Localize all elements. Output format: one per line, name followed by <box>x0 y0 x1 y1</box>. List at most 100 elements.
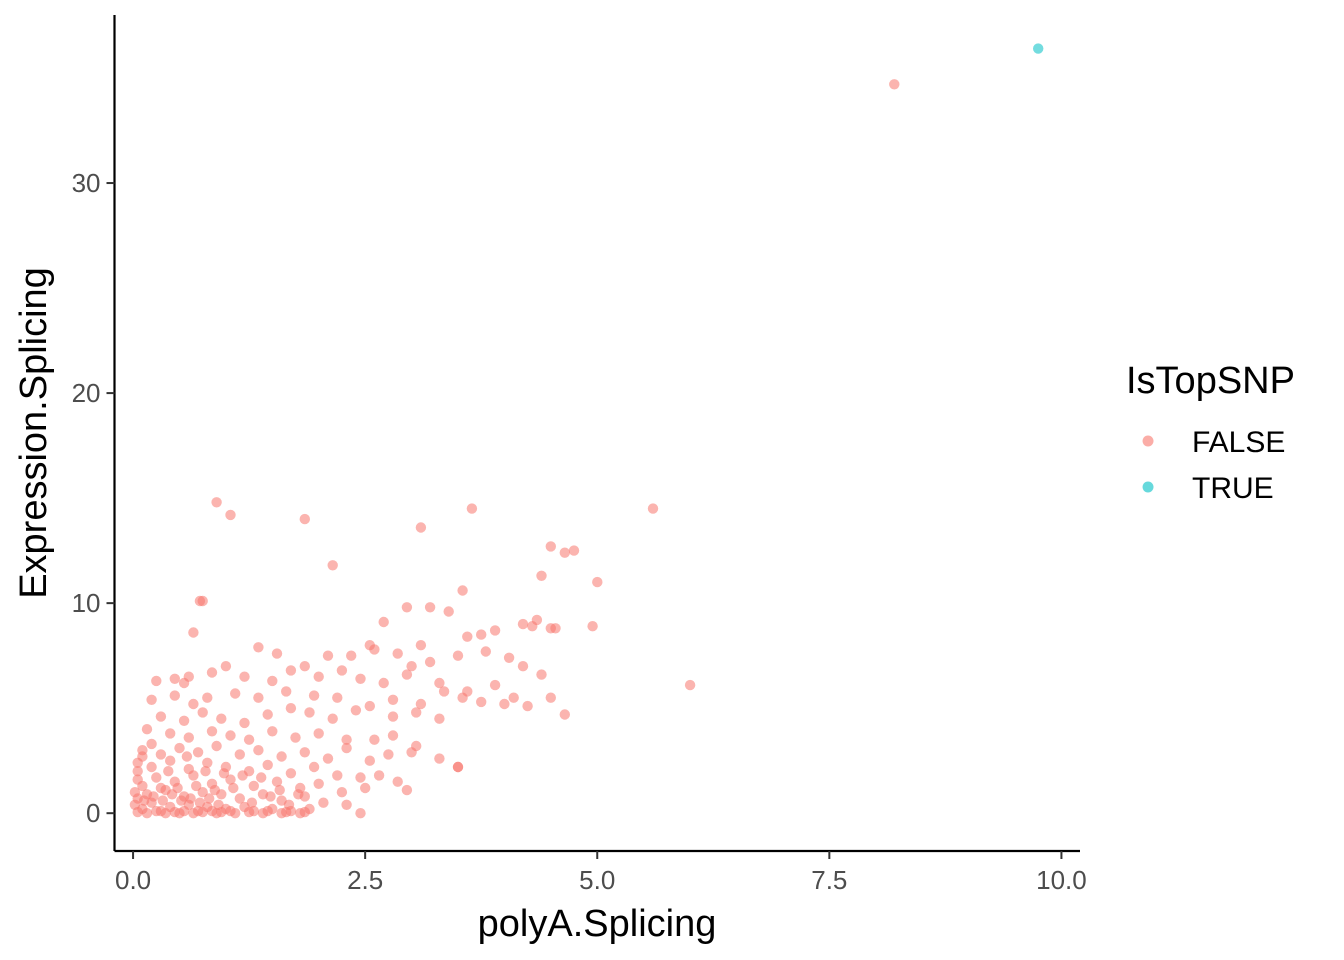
legend-label-false: FALSE <box>1192 426 1285 459</box>
legend-entries: FALSE TRUE <box>1142 426 1285 505</box>
data-point-false-204 <box>132 766 143 777</box>
data-point-false-215 <box>204 793 215 804</box>
data-point-false-41 <box>480 646 491 657</box>
data-point-false-82 <box>499 698 510 710</box>
data-point-false-112 <box>174 742 185 754</box>
data-point-false-205 <box>137 751 148 762</box>
data-point-false-36 <box>369 644 380 655</box>
data-point-false-216 <box>213 799 224 810</box>
data-point-false-212 <box>176 795 187 806</box>
data-point-false-199 <box>262 805 273 817</box>
data-point-false-6 <box>415 522 427 533</box>
ticks-layer: 0.0 2.5 5.0 7.5 10.0 0 10 20 30 <box>72 168 1087 895</box>
data-point-false-89 <box>262 709 273 720</box>
data-point-false-106 <box>341 734 352 745</box>
data-point-false-160 <box>234 793 245 804</box>
data-point-false-1 <box>647 503 659 514</box>
data-point-false-152 <box>360 782 371 794</box>
data-point-false-35 <box>346 650 357 661</box>
data-point-false-38 <box>406 661 417 672</box>
data-point-false-57 <box>336 665 348 676</box>
data-point-false-34 <box>322 650 334 661</box>
points-layer <box>129 43 1044 819</box>
y-tick-label-0: 0 <box>86 798 100 828</box>
data-point-false-164 <box>318 797 329 808</box>
data-point-false-90 <box>285 703 297 714</box>
data-point-false-150 <box>313 778 324 789</box>
data-point-false-231 <box>293 789 304 800</box>
data-point-false-72 <box>253 692 264 703</box>
data-point-false-47 <box>169 673 180 684</box>
data-point-false-11 <box>536 570 547 581</box>
data-point-false-18 <box>443 606 454 617</box>
data-point-false-77 <box>387 694 399 705</box>
data-point-false-115 <box>234 749 245 760</box>
y-axis-title: Expression.Splicing <box>13 267 55 599</box>
data-point-false-189 <box>151 805 162 817</box>
data-point-false-73 <box>281 686 292 697</box>
data-point-false-144 <box>188 770 199 781</box>
data-point-false-70 <box>202 692 213 703</box>
data-point-false-207 <box>155 782 167 794</box>
data-point-false-30 <box>415 640 427 651</box>
data-point-false-25 <box>489 625 501 636</box>
data-point-false-135 <box>285 768 297 779</box>
data-point-false-134 <box>262 759 273 771</box>
data-point-false-87 <box>216 713 227 724</box>
data-point-false-151 <box>336 787 348 798</box>
data-point-false-213 <box>185 793 196 804</box>
data-point-false-67 <box>146 694 157 705</box>
data-point-false-10 <box>327 560 338 571</box>
axes-layer <box>113 15 1080 853</box>
data-point-false-32 <box>253 642 264 653</box>
data-point-false-113 <box>192 747 204 758</box>
data-point-false-114 <box>211 740 222 752</box>
x-tick-label-0: 0.0 <box>115 865 151 895</box>
data-point-false-191 <box>169 806 180 818</box>
data-point-false-3 <box>211 497 222 508</box>
data-point-false-100 <box>206 726 218 737</box>
data-point-false-91 <box>304 707 315 718</box>
data-point-false-222 <box>209 784 220 796</box>
data-point-false-210 <box>157 795 168 806</box>
data-point-false-107 <box>369 734 380 745</box>
data-point-false-65 <box>545 692 556 703</box>
data-point-false-148 <box>271 776 283 787</box>
data-point-false-218 <box>172 782 183 794</box>
data-point-false-123 <box>406 747 417 758</box>
data-point-false-126 <box>452 761 464 773</box>
x-tick-label-2: 5.0 <box>579 865 615 895</box>
legend-key-false <box>1142 435 1154 447</box>
data-point-false-197 <box>225 805 236 817</box>
data-point-false-138 <box>355 772 366 783</box>
data-point-false-64 <box>508 692 519 703</box>
data-point-false-58 <box>355 673 366 684</box>
data-point-false-86 <box>197 707 208 718</box>
data-point-false-187 <box>132 806 143 818</box>
data-point-false-53 <box>267 675 278 687</box>
data-point-false-59 <box>378 677 389 689</box>
data-point-false-230 <box>283 799 295 810</box>
data-point-false-97 <box>141 724 153 735</box>
data-point-false-129 <box>165 755 176 766</box>
data-point-false-224 <box>228 782 239 794</box>
data-point-false-220 <box>191 780 202 792</box>
data-point-false-52 <box>239 671 250 682</box>
data-point-false-76 <box>364 700 375 712</box>
data-point-false-92 <box>327 713 338 724</box>
data-point-false-108 <box>387 730 399 741</box>
data-point-false-46 <box>151 675 162 687</box>
data-point-false-206 <box>146 738 157 750</box>
data-point-false-54 <box>285 665 297 676</box>
data-point-false-103 <box>267 726 278 737</box>
data-point-false-27 <box>462 631 473 642</box>
data-point-false-219 <box>181 751 193 762</box>
data-point-false-12 <box>592 576 603 588</box>
data-point-false-188 <box>141 808 153 819</box>
data-point-false-15 <box>194 595 206 607</box>
data-point-false-61 <box>434 677 445 689</box>
data-point-false-31 <box>188 627 199 638</box>
data-point-false-75 <box>332 692 343 703</box>
data-point-false-117 <box>276 751 287 762</box>
data-point-false-203 <box>137 780 148 792</box>
